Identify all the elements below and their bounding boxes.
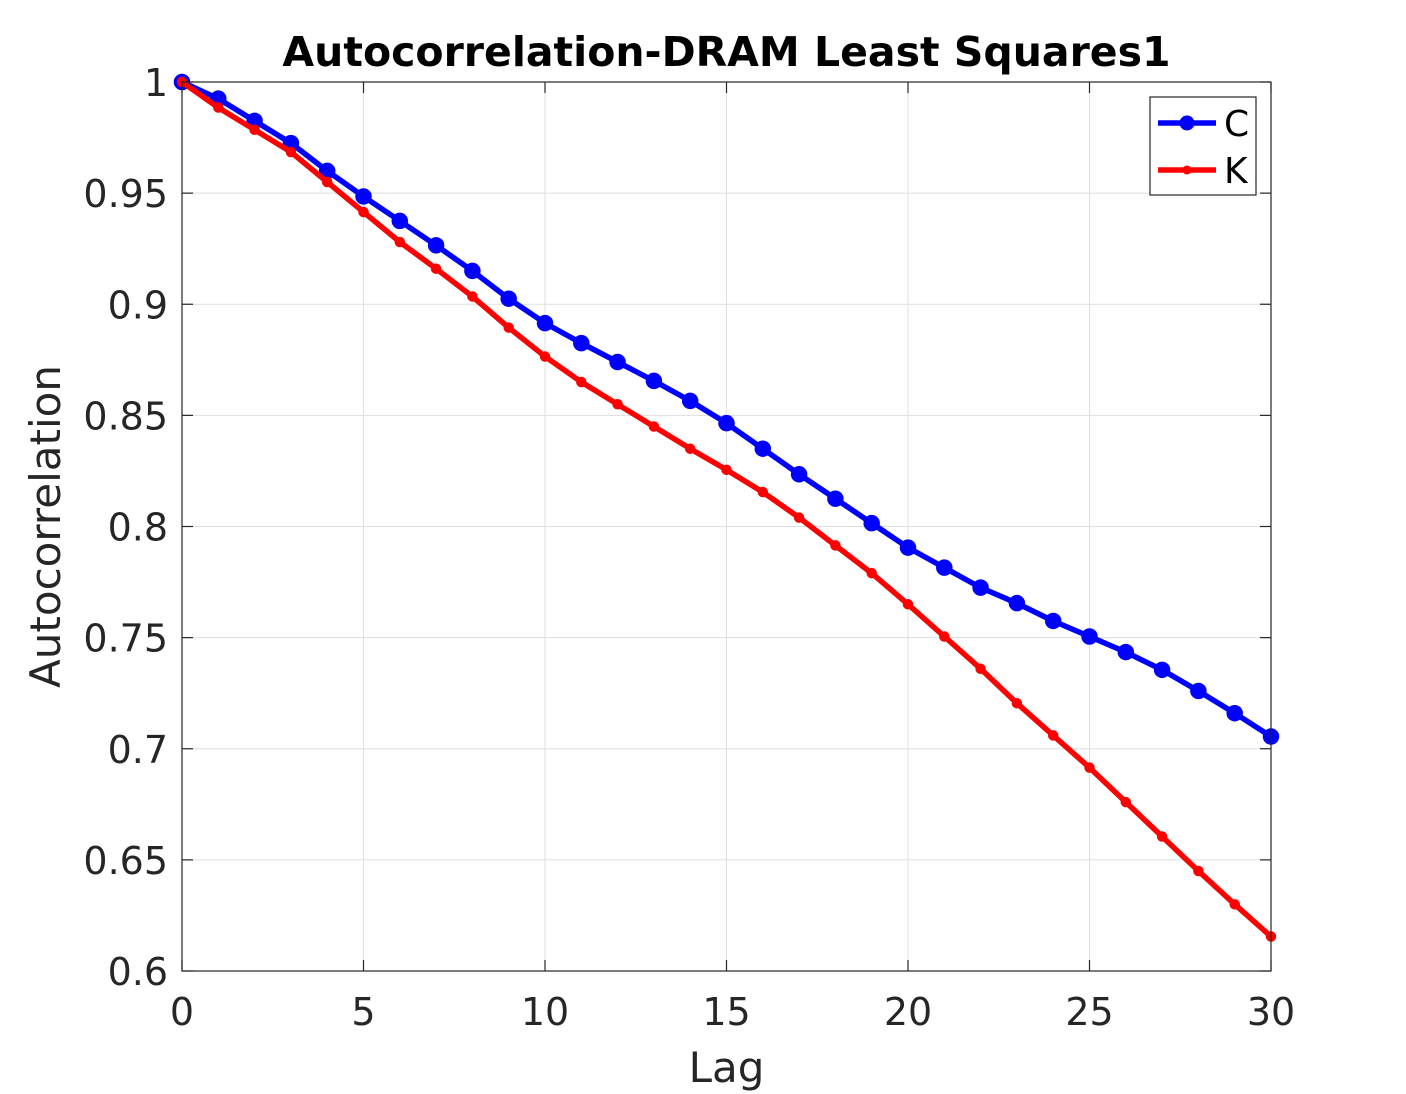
- x-axis-label: Lag: [689, 1043, 765, 1092]
- y-tick-label: 0.85: [83, 394, 168, 438]
- data-point-c: [1081, 628, 1098, 645]
- data-point-k: [539, 351, 551, 362]
- x-tick-label: 25: [1065, 990, 1113, 1034]
- data-point-k: [249, 124, 260, 136]
- x-tick-label: 0: [170, 990, 194, 1034]
- x-tick-label: 5: [351, 990, 375, 1034]
- series-c: [173, 73, 1280, 745]
- data-point-c: [536, 314, 554, 332]
- data-point-k: [1156, 831, 1168, 842]
- x-tick-label: 15: [702, 990, 750, 1034]
- data-point-k: [1120, 796, 1132, 808]
- data-point-c: [899, 539, 917, 556]
- data-point-k: [612, 399, 623, 410]
- data-point-k: [213, 102, 224, 113]
- data-point-k: [757, 486, 769, 498]
- legend-box: [1149, 96, 1257, 196]
- data-point-c: [681, 392, 699, 410]
- data-point-c: [464, 262, 481, 280]
- data-point-c: [609, 353, 626, 371]
- data-point-c: [790, 466, 808, 483]
- data-point-k: [1047, 730, 1059, 741]
- data-point-k: [721, 464, 732, 476]
- data-point-c: [936, 559, 953, 576]
- data-point-k: [866, 567, 877, 579]
- data-point-k: [503, 322, 514, 333]
- data-point-k: [467, 291, 478, 302]
- data-point-c: [972, 579, 989, 596]
- data-point-c: [1190, 682, 1207, 700]
- y-tick-label: 0.6: [108, 950, 168, 994]
- data-point-k: [939, 631, 950, 642]
- data-point-c: [1226, 704, 1243, 722]
- data-point-c: [863, 514, 880, 532]
- data-point-c: [573, 334, 590, 352]
- data-point-c: [1153, 661, 1171, 679]
- data-point-c: [1008, 594, 1026, 612]
- legend: CK: [1149, 96, 1257, 196]
- data-point-k: [830, 540, 841, 551]
- data-point-k: [576, 376, 587, 388]
- data-point-c: [645, 372, 663, 390]
- data-point-k: [321, 176, 333, 188]
- y-tick-label: 0.65: [83, 839, 168, 883]
- legend-entry-c: C: [1158, 104, 1249, 145]
- data-point-c: [1117, 643, 1135, 661]
- data-point-k: [975, 663, 986, 674]
- data-point-k: [1229, 899, 1240, 910]
- data-point-k: [430, 263, 442, 274]
- y-tick-label: 0.95: [83, 172, 168, 216]
- data-point-c: [391, 212, 409, 230]
- x-tick-label: 20: [884, 990, 932, 1034]
- data-point-c: [754, 440, 772, 457]
- y-axis-label: Autocorrelation: [21, 365, 70, 688]
- data-point-c: [500, 290, 517, 307]
- legend-marker-k: [1182, 165, 1192, 175]
- legend-label-k: K: [1224, 151, 1249, 192]
- y-tick-label: 0.7: [108, 728, 168, 772]
- data-point-k: [648, 421, 660, 432]
- series-layer: [173, 73, 1280, 942]
- data-point-k: [358, 206, 369, 218]
- data-point-c: [718, 414, 735, 432]
- y-tick-label: 0.75: [83, 617, 168, 661]
- y-tick-label: 0.8: [108, 506, 168, 550]
- data-point-c: [427, 237, 445, 254]
- legend-marker-c: [1179, 115, 1195, 131]
- axis-ticks: [181, 81, 1272, 972]
- data-point-k: [1011, 697, 1023, 709]
- data-point-k: [902, 599, 914, 610]
- data-point-c: [355, 188, 372, 205]
- tick-labels: 0 5 10 15 20 25 30 0.6 0.65 0.7 0.75 0.8 0.85 0.9 0.95…: [83, 61, 1295, 1034]
- y-tick-label: 1: [144, 61, 168, 105]
- y-tick-label: 0.9: [108, 283, 168, 327]
- x-tick-label: 10: [521, 990, 569, 1034]
- data-point-c: [1044, 612, 1062, 630]
- series-k: [176, 76, 1277, 942]
- legend-entry-k: K: [1158, 151, 1249, 192]
- data-point-k: [1084, 762, 1095, 773]
- chart-title: Autocorrelation-DRAM Least Squares1: [282, 28, 1170, 76]
- data-point-k: [793, 512, 805, 523]
- data-point-k: [394, 236, 406, 248]
- data-point-k: [285, 146, 297, 158]
- data-point-k: [684, 443, 696, 454]
- data-point-k: [1193, 865, 1204, 877]
- data-point-c: [827, 490, 844, 507]
- legend-label-c: C: [1224, 104, 1249, 145]
- x-tick-label: 30: [1247, 990, 1295, 1034]
